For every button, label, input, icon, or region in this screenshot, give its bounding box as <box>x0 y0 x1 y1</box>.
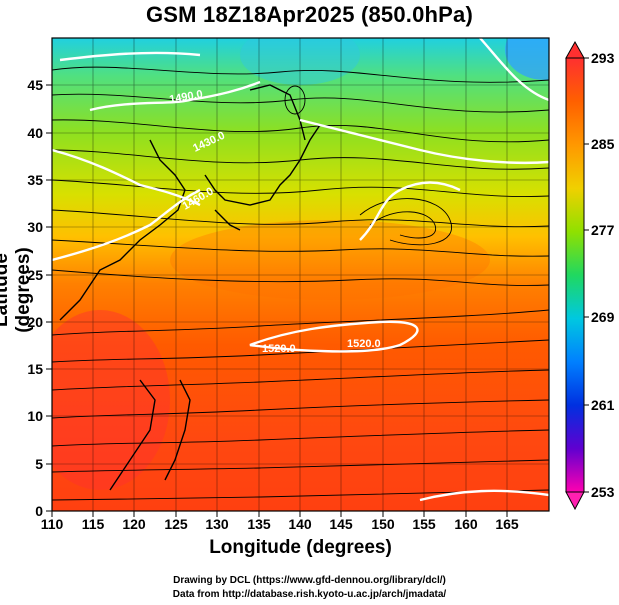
y-axis: 0 5 10 15 20 25 30 35 40 45 <box>27 77 52 519</box>
y-tick-label: 0 <box>35 503 43 519</box>
colorbar-tick-label: 269 <box>591 309 615 325</box>
contour-label: 1520.0 <box>347 338 381 350</box>
x-tick-label: 135 <box>247 516 271 532</box>
colorbar-tick-label: 261 <box>591 397 615 413</box>
y-tick-label: 15 <box>27 361 43 377</box>
x-tick-label: 160 <box>454 516 478 532</box>
x-tick-label: 150 <box>371 516 395 532</box>
colorbar-scale <box>565 57 585 493</box>
y-tick-label: 25 <box>27 267 43 283</box>
x-tick-label: 130 <box>205 516 229 532</box>
y-tick-label: 40 <box>27 125 43 141</box>
grid-lines <box>52 38 549 511</box>
chart-title: GSM 18Z18Apr2025 (850.0hPa) <box>146 2 473 27</box>
geopotential-contours <box>52 38 549 502</box>
y-tick-label: 45 <box>27 77 43 93</box>
coastlines <box>59 84 321 491</box>
x-axis-label: Longitude (degrees) <box>209 537 392 558</box>
x-tick-label: 120 <box>122 516 146 532</box>
y-axis-label: Latitude (degrees) <box>0 247 34 333</box>
x-tick-label: 140 <box>288 516 312 532</box>
colorbar-tick-label: 285 <box>591 136 615 152</box>
colorbar-tick-label: 253 <box>591 484 615 500</box>
temperature-field <box>52 38 549 511</box>
x-tick-label: 125 <box>164 516 188 532</box>
y-tick-label: 10 <box>27 408 43 424</box>
contour-label: 1490.0 <box>168 88 203 106</box>
y-tick-label: 20 <box>27 314 43 330</box>
x-axis: 110 115 120 125 130 135 140 145 150 155 … <box>41 511 519 532</box>
x-tick-label: 165 <box>495 516 519 532</box>
colorbar-bottom-arrow <box>565 491 585 511</box>
drawing-credit: Drawing by DCL (https://www.gfd-dennou.o… <box>173 575 446 586</box>
data-source-credit: Data from http://database.rish.kyoto-u.a… <box>172 589 447 600</box>
colorbar: 293 285 277 269 261 253 <box>565 40 615 511</box>
x-tick-label: 145 <box>329 516 353 532</box>
colorbar-tick-label: 293 <box>591 50 615 66</box>
y-tick-label: 5 <box>35 456 43 472</box>
x-tick-label: 110 <box>41 516 64 532</box>
wind-streamlines <box>52 66 549 501</box>
colorbar-tick-label: 277 <box>591 222 615 238</box>
x-tick-label: 155 <box>412 516 436 532</box>
y-tick-label: 35 <box>27 172 43 188</box>
x-tick-label: 115 <box>82 516 105 532</box>
y-tick-label: 30 <box>27 219 43 235</box>
colorbar-top-arrow <box>565 40 585 59</box>
contour-label: 1520.0 <box>262 343 296 355</box>
